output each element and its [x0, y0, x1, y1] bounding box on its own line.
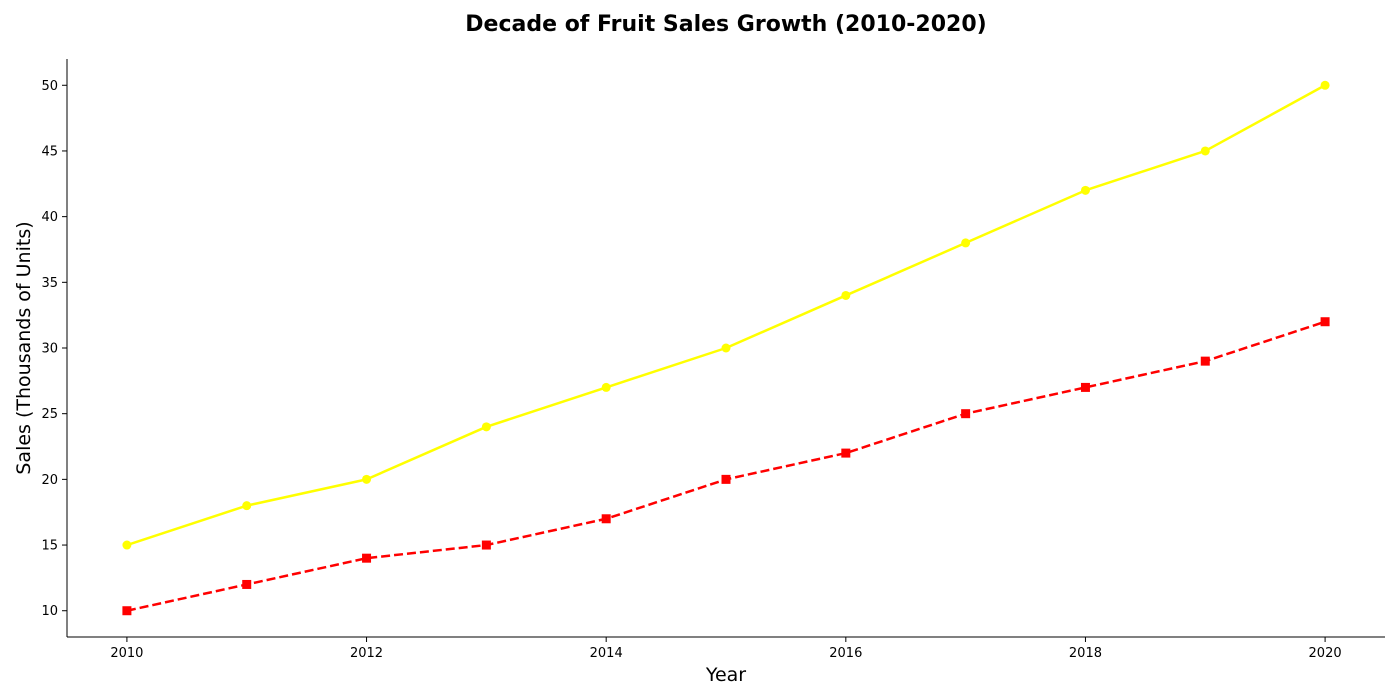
x-tick-label: 2020 [1309, 646, 1342, 661]
series-1-point [1320, 80, 1330, 90]
y-tick-label: 30 [41, 342, 58, 357]
y-tick-label: 50 [41, 79, 58, 94]
series-2-point [242, 579, 252, 589]
y-tick-label: 25 [41, 407, 58, 422]
series-1-point [362, 474, 372, 484]
y-axis-title: Sales (Thousands of Units) [13, 221, 35, 474]
y-tick-label: 10 [41, 604, 58, 619]
series-1-point [1080, 185, 1090, 195]
series-1-point [721, 343, 731, 353]
series-2-point [1200, 356, 1210, 366]
x-tick-label: 2014 [590, 646, 623, 661]
y-tick-label: 15 [41, 539, 58, 554]
chart-title: Decade of Fruit Sales Growth (2010-2020) [465, 12, 986, 37]
series-2-point [601, 514, 611, 524]
series-1-point [961, 238, 971, 248]
x-tick-label: 2018 [1069, 646, 1102, 661]
series-2-line [126, 320, 1326, 612]
series-1-point [1200, 146, 1210, 156]
series-2-point [122, 606, 132, 616]
series-1-point [242, 501, 252, 511]
series-1-point [481, 422, 491, 432]
y-tick-label: 20 [41, 473, 58, 488]
series-2-point [362, 553, 372, 563]
x-tick-label: 2012 [350, 646, 383, 661]
series-2-point [1320, 317, 1330, 327]
x-tick-label: 2010 [110, 646, 143, 661]
y-tick-label: 45 [41, 144, 58, 159]
series-1-point [841, 290, 851, 300]
series-2-point [961, 409, 971, 419]
x-axis-title: Year [705, 664, 746, 686]
x-tick-label: 2016 [829, 646, 862, 661]
series-2-point [1080, 382, 1090, 392]
y-tick-label: 35 [41, 276, 58, 291]
plot-area: 10 15 20 25 30 35 40 45 50 2010 2012 2014 2016 2018 20… [41, 59, 1385, 661]
series-2-point [721, 474, 731, 484]
y-tick-label: 40 [41, 210, 58, 225]
series-2-point [481, 540, 491, 550]
series-1-point [601, 382, 611, 392]
series-2-point [841, 448, 851, 458]
series-1-point [122, 540, 132, 550]
